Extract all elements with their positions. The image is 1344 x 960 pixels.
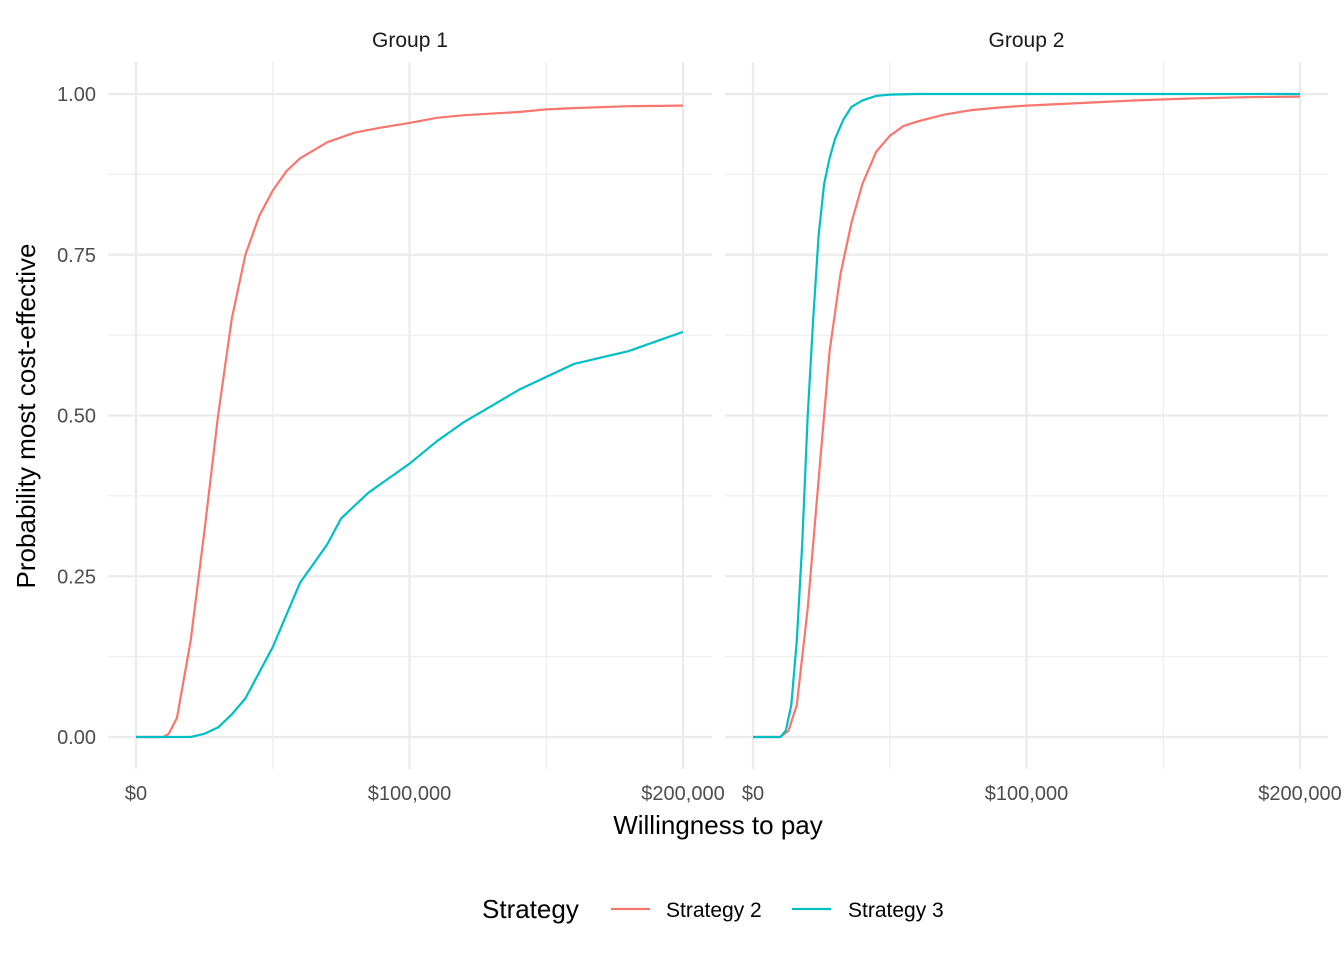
panel-grid [725, 62, 1328, 769]
legend-title: Strategy [482, 894, 579, 924]
x-tick-labels: $0 $100,000 $200,000 [125, 783, 725, 805]
y-tick-label: 0.00 [57, 727, 96, 749]
panel-series [753, 92, 1301, 739]
panel-group-2: Group 2 $0 $100,000 $200,000 [725, 29, 1342, 805]
series-line-strategy-3 [753, 92, 1300, 739]
x-tick-label: $100,000 [368, 783, 451, 805]
series-line-strategy-2 [136, 104, 684, 739]
panel-title: Group 1 [372, 29, 448, 52]
x-tick-labels: $0 $100,000 $200,000 [742, 783, 1342, 805]
panel-grid [108, 62, 712, 769]
panel-group-1: Group 1 $0 $100,000 $200,000 [108, 29, 725, 805]
legend: Strategy Strategy 2 Strategy 3 [482, 894, 944, 924]
x-tick-label: $200,000 [1258, 783, 1341, 805]
legend-label-strategy-3: Strategy 3 [848, 899, 944, 922]
panel-series [136, 104, 684, 739]
y-axis-title: Probability most cost-effective [11, 244, 41, 589]
x-tick-label: $0 [742, 783, 764, 805]
x-tick-label: $100,000 [985, 783, 1068, 805]
series-line-strategy-2 [753, 95, 1301, 739]
x-tick-label: $0 [125, 783, 147, 805]
y-tick-label: 0.25 [57, 566, 96, 588]
y-tick-label: 1.00 [57, 84, 96, 106]
y-tick-labels: 0.00 0.25 0.50 0.75 1.00 [57, 84, 96, 749]
y-tick-label: 0.50 [57, 406, 96, 428]
series-line-strategy-3 [136, 330, 684, 739]
y-tick-label: 0.75 [57, 245, 96, 267]
legend-label-strategy-2: Strategy 2 [666, 899, 762, 922]
panel-title: Group 2 [989, 29, 1065, 52]
x-tick-label: $200,000 [641, 783, 724, 805]
x-axis-title: Willingness to pay [613, 810, 823, 840]
